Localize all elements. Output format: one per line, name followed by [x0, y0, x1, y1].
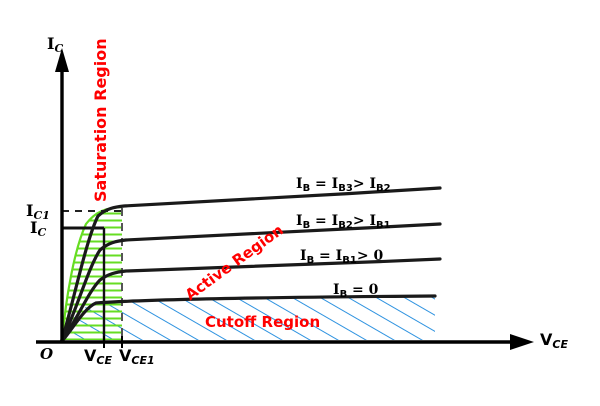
curve-label-ib0-eq: =	[347, 282, 369, 298]
y-tick-ic1-main: I	[26, 201, 34, 220]
curve-label-ib3-suba: B	[302, 183, 311, 194]
curve-group	[60, 186, 442, 343]
curve-label-ib3-subb: B3	[338, 183, 353, 194]
curve-label-ib2-rel: >	[352, 213, 370, 229]
curve-label-ib3-subc: B2	[376, 183, 391, 194]
y-tick-label-ic: IC	[30, 218, 47, 239]
curve-label-ib0-b: 0	[368, 282, 379, 298]
y-tick-label-ic1: IC1	[26, 201, 50, 222]
curve-label-ib3-rel: >	[352, 176, 370, 192]
y-tick-ic-sub: C	[37, 226, 47, 239]
curve-label-ib2-c: I	[369, 213, 376, 229]
curve-label-ib0-a: I	[333, 282, 340, 298]
curve-label-ib3-b: I	[331, 176, 339, 192]
curve-label-ib1-rel: >	[356, 248, 374, 264]
x-tick-vce-main: V	[84, 346, 97, 365]
curve-label-ib3: IB = IB3> IB2	[296, 177, 391, 194]
x-tick-vce1-main: V	[119, 346, 132, 365]
y-tick-ic-main: I	[30, 218, 38, 237]
curve-ib3	[60, 186, 442, 342]
curve-ib1	[60, 257, 442, 342]
x-tick-vce-sub: CE	[96, 354, 112, 367]
curve-label-ib1-c: 0	[373, 248, 384, 264]
y-tick-ic1-sub: C1	[33, 209, 50, 222]
x-axis-label: VCE	[540, 330, 568, 351]
origin-label: O	[40, 345, 54, 363]
y-axis-label: IC	[47, 34, 64, 55]
curve-label-ib2-subc: B1	[376, 220, 391, 231]
x-axis-label-main: V	[540, 330, 553, 349]
curve-label-ib0: IB = 0	[333, 283, 378, 300]
cutoff-region-fill	[62, 296, 435, 340]
y-axis-label-main: I	[47, 34, 55, 53]
curve-label-ib2: IB = IB2> IB1	[296, 214, 391, 231]
x-axis-label-sub: CE	[552, 338, 568, 351]
curve-label-ib1-suba: B	[306, 255, 315, 266]
curve-label-ib1-b: I	[335, 248, 343, 264]
curve-label-ib3-a: I	[296, 176, 303, 192]
x-tick-vce1-sub: CE1	[131, 354, 155, 367]
cutoff-region-label: Cutoff Region	[205, 313, 321, 331]
y-axis-arrowhead	[55, 48, 69, 72]
curve-label-ib2-suba: B	[302, 220, 311, 231]
curve-label-ib3-eq: =	[310, 176, 332, 192]
curve-label-ib2-b: I	[331, 213, 339, 229]
curve-label-ib1: IB = IB1> 0	[300, 249, 383, 266]
saturation-region-label: Saturation Region	[91, 38, 110, 202]
x-tick-label-vce: VCE	[84, 346, 112, 367]
curve-label-ib2-eq: =	[310, 213, 332, 229]
curve-label-ib3-c: I	[369, 176, 376, 192]
curve-label-ib1-a: I	[300, 248, 307, 264]
x-axis-arrowhead	[510, 334, 534, 350]
curve-label-ib1-subb: B1	[342, 255, 357, 266]
curve-label-ib0-suba: B	[339, 289, 348, 300]
curve-label-ib2-subb: B2	[338, 220, 353, 231]
x-tick-label-vce1: VCE1	[119, 346, 155, 367]
curve-label-ib2-a: I	[296, 213, 303, 229]
y-axis-label-sub: C	[54, 42, 64, 55]
curve-ib0	[60, 294, 437, 343]
curve-ib2	[60, 222, 442, 342]
curve-label-ib1-eq: =	[314, 248, 336, 264]
axes	[36, 48, 534, 350]
